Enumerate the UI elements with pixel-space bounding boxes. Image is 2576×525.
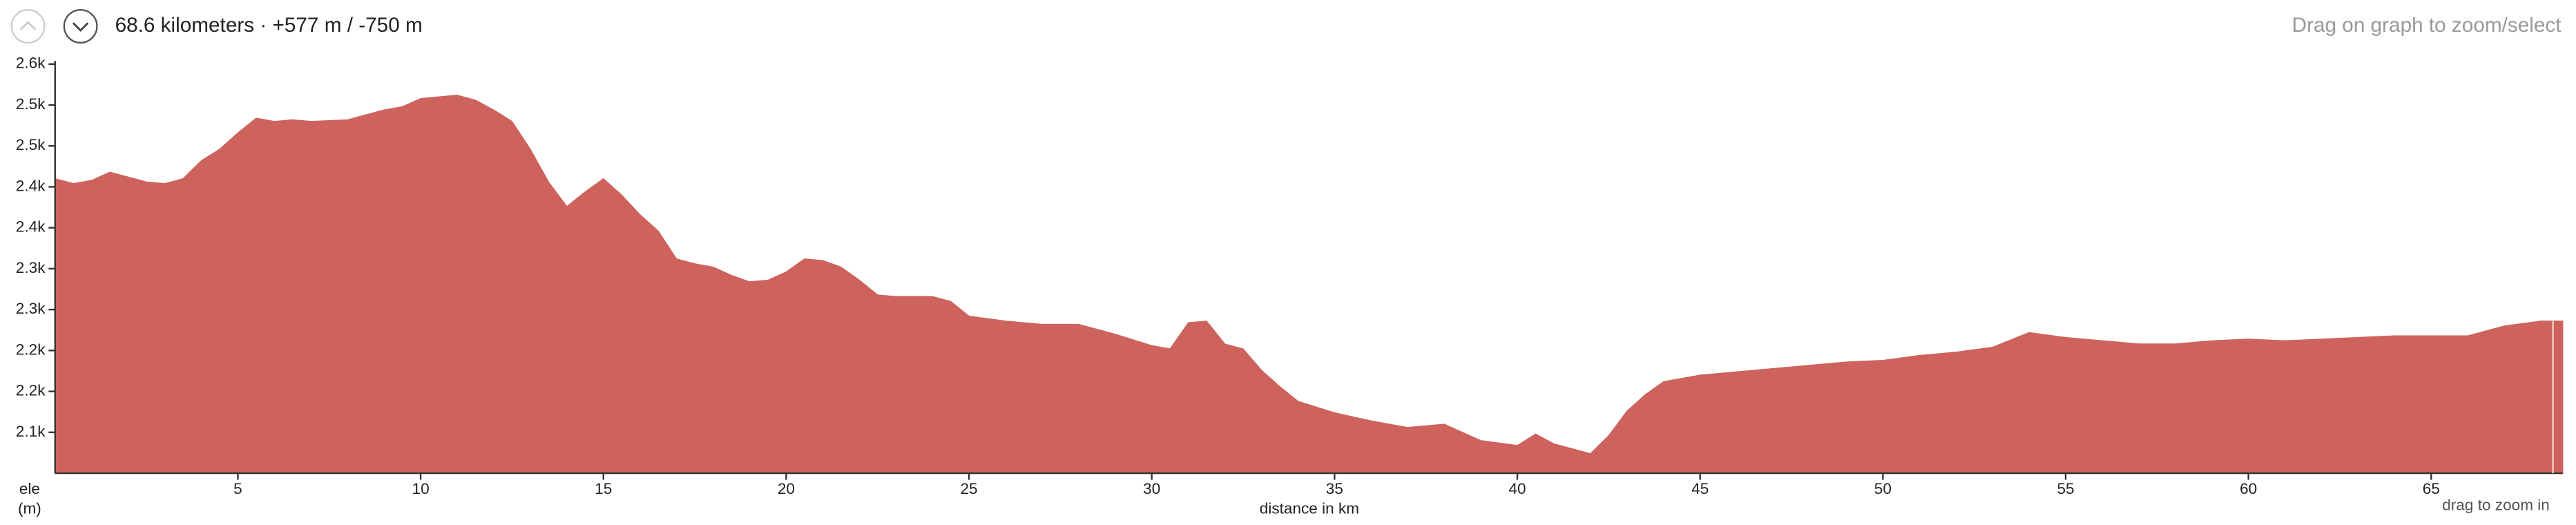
y-tick-label: 2.5k <box>16 136 46 153</box>
y-tick-label: 2.5k <box>16 95 46 113</box>
x-tick-label: 25 <box>961 480 978 497</box>
x-tick-label: 55 <box>2057 480 2074 497</box>
x-axis-label: distance in km <box>1260 499 1359 517</box>
button-circle[interactable] <box>63 9 98 44</box>
collapse-button[interactable] <box>10 9 46 44</box>
x-tick-label: 20 <box>778 480 795 497</box>
x-tick-label: 10 <box>412 480 430 497</box>
x-tick-label: 15 <box>595 480 612 497</box>
x-tick-label: 60 <box>2240 480 2257 497</box>
y-tick-label: 2.6k <box>16 55 46 72</box>
chevron-up <box>19 21 37 30</box>
x-tick-label: 45 <box>1691 480 1709 497</box>
expand-button[interactable] <box>63 9 98 44</box>
x-tick-label: 30 <box>1143 480 1160 497</box>
button-circle[interactable] <box>10 9 46 44</box>
chevron-down <box>72 22 89 32</box>
x-tick-label: 5 <box>233 480 242 497</box>
y-tick-label: 2.3k <box>16 300 46 317</box>
x-tick-label: 50 <box>1874 480 1892 497</box>
x-tick-label: 40 <box>1508 480 1526 497</box>
y-tick-label: 2.1k <box>16 423 46 440</box>
y-axis-label: ele <box>19 480 40 497</box>
x-tick-label: 35 <box>1326 480 1343 497</box>
y-axis-unit: (m) <box>18 499 41 517</box>
route-summary: 68.6 kilometers · +577 m / -750 m <box>115 14 423 37</box>
y-tick-label: 2.4k <box>16 177 46 194</box>
zoom-hint: Drag on graph to zoom/select <box>2292 14 2562 37</box>
y-tick-label: 2.2k <box>16 382 46 399</box>
y-tick-label: 2.3k <box>16 259 46 276</box>
y-tick-label: 2.2k <box>16 341 46 358</box>
elevation-area <box>55 95 2564 474</box>
x-tick-label: 65 <box>2423 480 2440 497</box>
y-tick-label: 2.4k <box>16 218 46 236</box>
drag-hint: drag to zoom in <box>2442 497 2550 514</box>
